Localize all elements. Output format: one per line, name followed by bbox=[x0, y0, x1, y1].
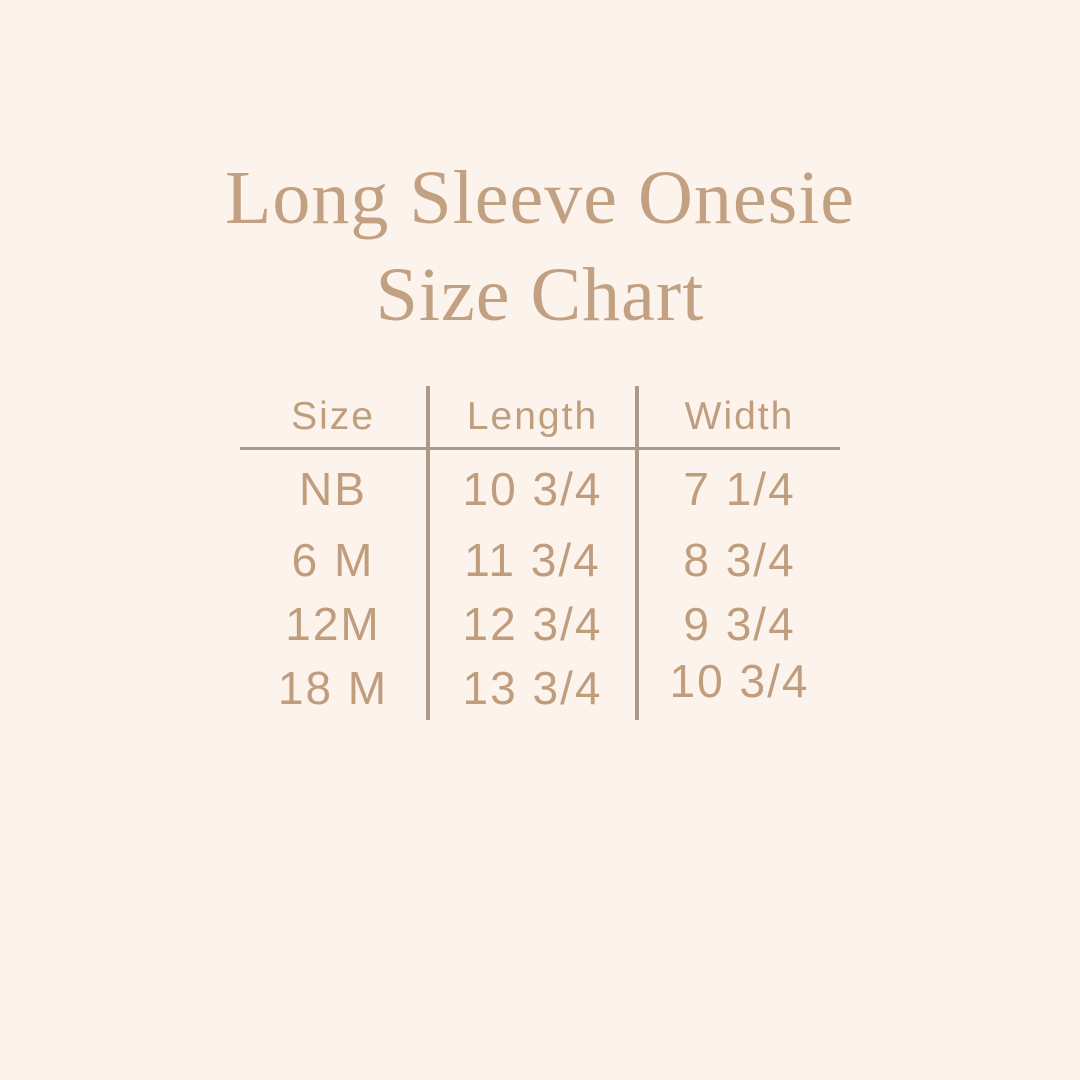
cell-length-6m: 11 3/4 bbox=[426, 528, 639, 592]
cell-width-18m: 10 3/4 bbox=[639, 655, 840, 720]
cell-length-18m: 13 3/4 bbox=[426, 656, 639, 720]
page-title-line2: Size Chart bbox=[375, 253, 705, 337]
page-title: Long Sleeve Onesie Size Chart bbox=[0, 0, 1080, 344]
cell-size-6m: 6 M bbox=[291, 534, 375, 586]
cell-size-nb: NB bbox=[299, 463, 367, 515]
cell-size-18m: 18 M bbox=[277, 662, 389, 714]
cell-length-12m: 12 3/4 bbox=[426, 592, 639, 656]
column-header-size: Size bbox=[240, 386, 426, 450]
size-chart-table: Size Length Width NB 10 3/4 7 1/4 6 M 11… bbox=[240, 386, 840, 720]
cell-length-nb: 10 3/4 bbox=[426, 450, 639, 528]
column-header-width: Width bbox=[639, 386, 840, 450]
cell-width-6m: 8 3/4 bbox=[683, 534, 796, 586]
cell-size-12m: 12M bbox=[285, 598, 381, 650]
cell-width-18m-value: 10 3/4 bbox=[669, 655, 810, 707]
page-title-line1: Long Sleeve Onesie bbox=[224, 156, 856, 240]
cell-width-12m: 9 3/4 bbox=[683, 598, 796, 650]
cell-width-nb: 7 1/4 bbox=[683, 463, 796, 515]
column-header-length: Length bbox=[426, 386, 639, 450]
